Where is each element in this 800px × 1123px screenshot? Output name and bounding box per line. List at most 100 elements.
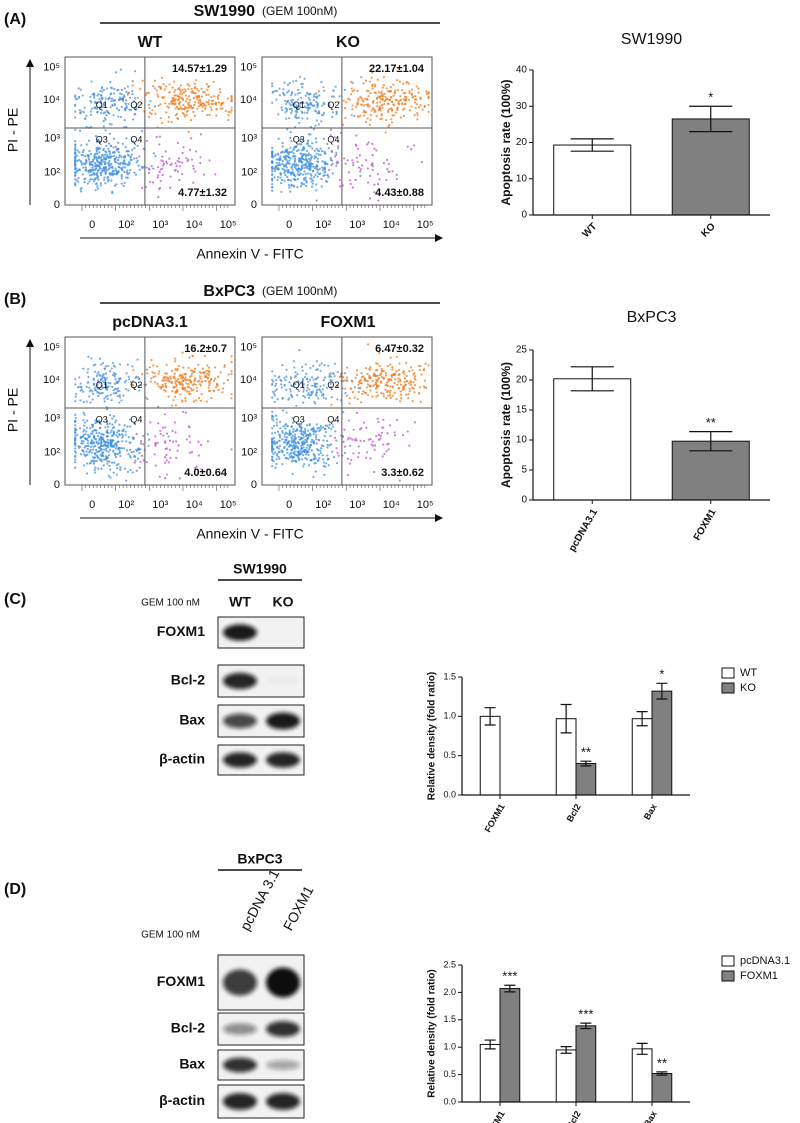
scatter-dot [409, 148, 413, 151]
scatter-dot [365, 121, 368, 124]
scatter-dot [395, 398, 398, 401]
scatter-dot [307, 434, 310, 438]
scatter-dot [380, 391, 383, 395]
bar [671, 118, 750, 216]
scatter-dot [210, 108, 213, 112]
scatter-dot [157, 104, 160, 107]
scatter-dot [277, 376, 280, 379]
scatter-dot [280, 106, 283, 109]
scatter-dot [279, 172, 282, 175]
scatter-dot [142, 147, 145, 151]
scatter-dot [205, 93, 208, 96]
scatter-dot [310, 177, 313, 180]
scatter-dot [93, 180, 96, 183]
scatter-dot [161, 160, 165, 163]
scatter-dot [177, 444, 180, 447]
y-tick-label: 10² [241, 166, 257, 178]
scatter-dot [389, 389, 392, 392]
scatter-dot [164, 102, 167, 105]
scatter-dot [161, 383, 164, 386]
scatter-dot [389, 396, 392, 399]
scatter-dot [364, 367, 368, 370]
scatter-dot [301, 117, 304, 120]
scatter-dot [75, 169, 79, 172]
scatter-dot [85, 114, 88, 117]
scatter-dot [111, 192, 114, 195]
scatter-dot [135, 161, 138, 164]
scatter-dot [131, 84, 134, 87]
scatter-dot [334, 85, 337, 88]
scatter-dot [106, 438, 109, 442]
scatter-dot [195, 88, 199, 91]
error-bar [580, 760, 592, 767]
scatter-dot [118, 154, 121, 157]
scatter-dot [291, 98, 294, 101]
scatter-dot [331, 372, 335, 375]
scatter-dot [88, 390, 91, 393]
scatter-dot [315, 165, 318, 168]
scatter-dot [323, 150, 326, 153]
scatter-dot [271, 440, 274, 444]
scatter-dot [85, 472, 89, 475]
scatter-dot [128, 418, 132, 421]
scatter-dot [94, 100, 97, 103]
scatter-dot [166, 105, 169, 108]
scatter-dot [275, 388, 278, 391]
scatter-dot [108, 464, 111, 467]
scatter-dot [360, 382, 363, 385]
scatter-dot [122, 447, 126, 450]
scatter-dot [300, 137, 303, 141]
significance-label: * [708, 90, 713, 105]
scatter-dot [287, 89, 290, 92]
scatter-dot [112, 364, 115, 367]
scatter-dot [177, 97, 181, 101]
scatter-dot [389, 378, 392, 381]
scatter-dot [359, 174, 362, 178]
scatter-dot [369, 377, 372, 380]
y-tick-label: 10² [241, 446, 257, 458]
scatter-dot [273, 176, 276, 179]
scatter-dot [297, 441, 300, 445]
x-tick-label: 0 [89, 499, 95, 511]
scatter-dot [119, 167, 122, 170]
scatter-dot [314, 110, 318, 113]
scatter-dot [164, 150, 167, 153]
scatter-dot [81, 435, 84, 438]
error-bar [570, 366, 614, 392]
scatter-dot [304, 172, 307, 175]
scatter-dot [154, 375, 157, 378]
scatter-dot [313, 149, 317, 152]
scatter-dot [350, 80, 353, 83]
scatter-dot [290, 385, 293, 388]
scatter-dot [132, 368, 135, 372]
scatter-dot [100, 363, 103, 366]
scatter-dot [286, 128, 289, 131]
scatter-dot [278, 87, 281, 90]
scatter-dot [153, 453, 156, 456]
scatter-dot [378, 374, 381, 377]
scatter-dot [86, 381, 89, 384]
scatter-dot [330, 427, 333, 431]
scatter-dot [317, 388, 321, 391]
scatter-dot [227, 113, 230, 117]
scatter-dot [84, 166, 87, 169]
scatter-dot [111, 171, 114, 174]
scatter-dot [82, 411, 85, 414]
scatter-dot [371, 395, 374, 398]
scatter-dot [88, 180, 91, 183]
scatter-dot [318, 457, 321, 460]
scatter-dot [230, 397, 233, 400]
scatter-dot [102, 448, 106, 451]
scatter-dot [373, 470, 376, 474]
scatter-dot [289, 131, 292, 134]
scatter-dot [335, 151, 338, 154]
scatter-dot [200, 87, 203, 90]
scatter-dot [190, 374, 193, 377]
scatter-dot [182, 146, 185, 149]
scatter-dot [368, 368, 372, 371]
scatter-dot [195, 79, 198, 82]
scatter-dot [82, 367, 85, 370]
scatter-dot [161, 379, 164, 382]
scatter-dot [221, 387, 225, 390]
scatter-dot [385, 383, 388, 386]
